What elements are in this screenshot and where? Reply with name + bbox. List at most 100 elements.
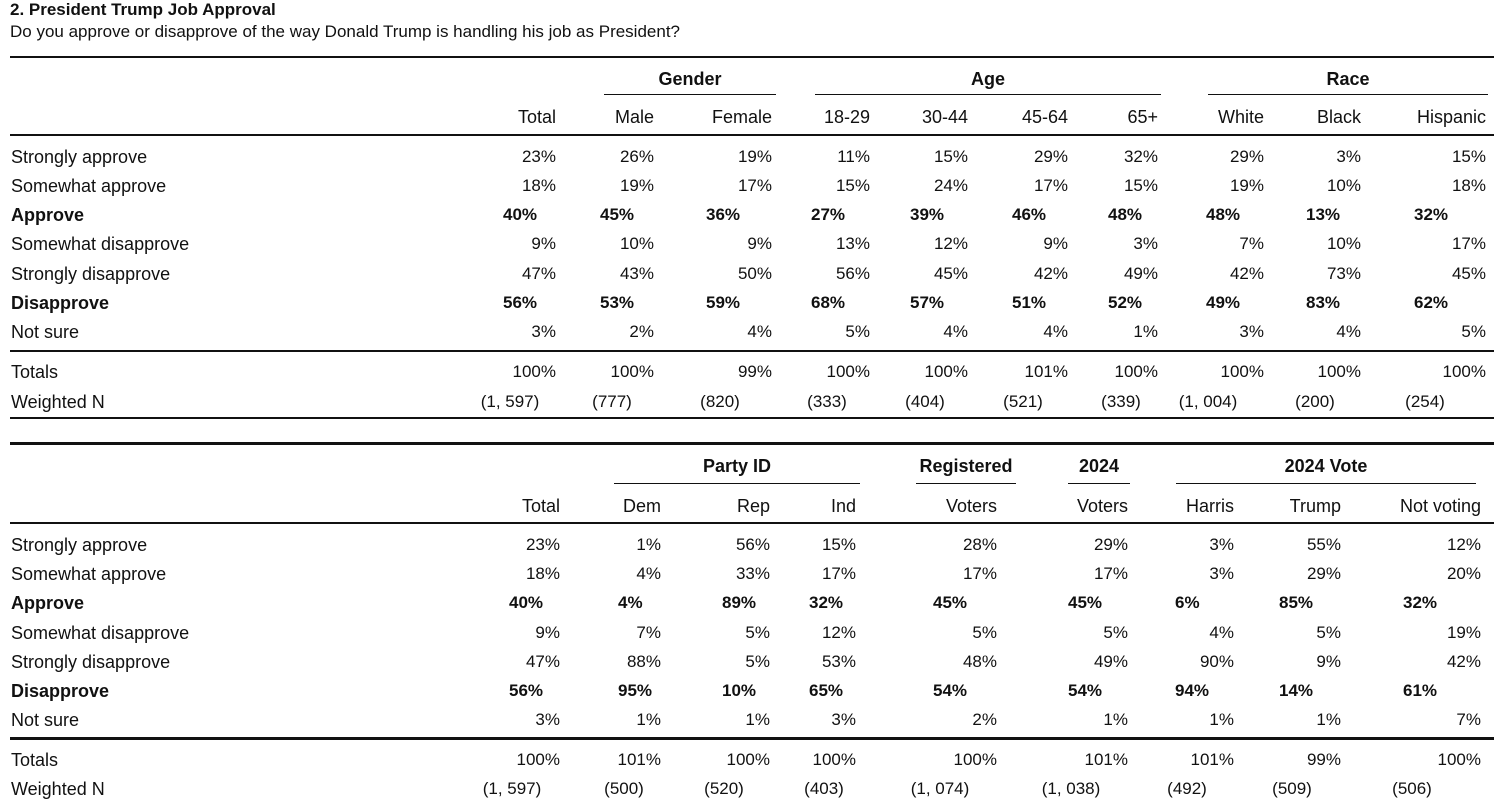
table-cell: 14% [1279, 681, 1314, 700]
table-cell: 18% [1451, 176, 1486, 195]
column-header: 30-44 [921, 107, 968, 127]
table-cell: 32% [809, 593, 844, 612]
table-cell: 83% [1306, 293, 1341, 312]
table-cell: 4% [1043, 322, 1068, 341]
column-header: Voters [1076, 496, 1128, 516]
table-cell: 5% [972, 623, 997, 642]
table-cell: 47% [525, 652, 560, 671]
row-label: Strongly disapprove [11, 652, 171, 672]
table-cell: 1% [636, 710, 661, 729]
column-header: 65+ [1127, 107, 1158, 127]
weighted-n-cell: (333) [807, 392, 847, 411]
row-label: Somewhat disapprove [11, 623, 190, 643]
table-cell: 12% [1446, 535, 1481, 554]
table-cell: 42% [1229, 264, 1264, 283]
table-cell: 94% [1175, 681, 1210, 700]
row-label: Strongly disapprove [11, 264, 171, 284]
table-rule [10, 134, 1494, 136]
table-cell: 50% [737, 264, 772, 283]
weighted-n-cell: (492) [1167, 779, 1207, 798]
table-cell: 12% [821, 623, 856, 642]
table-cell: 1% [745, 710, 770, 729]
totals-cell: 100% [1114, 362, 1158, 381]
table-cell: 9% [747, 234, 772, 253]
table-cell: 42% [1446, 652, 1481, 671]
table-cell: 32% [1414, 205, 1449, 224]
page-title: 2. President Trump Job Approval [10, 0, 276, 19]
table-cell: 17% [962, 564, 997, 583]
table-cell: 45% [933, 264, 968, 283]
table-cell: 45% [933, 593, 968, 612]
table-cell: 19% [737, 147, 772, 166]
table-cell: 15% [1123, 176, 1158, 195]
weighted-n-label: Weighted N [11, 392, 105, 412]
totals-cell: 101% [617, 750, 661, 769]
table-cell: 23% [525, 535, 560, 554]
table-cell: 4% [1209, 623, 1234, 642]
table-cell: 23% [521, 147, 556, 166]
table-cell: 13% [1306, 205, 1341, 224]
column-header: 18-29 [823, 107, 870, 127]
table-cell: 1% [1103, 710, 1128, 729]
table-cell: 3% [831, 710, 856, 729]
table-cell: 27% [811, 205, 846, 224]
table-cell: 89% [722, 593, 757, 612]
weighted-n-cell: (404) [905, 392, 945, 411]
table-cell: 4% [1336, 322, 1361, 341]
weighted-n-cell: (520) [704, 779, 744, 798]
table-cell: 6% [1175, 593, 1200, 612]
table-cell: 73% [1326, 264, 1361, 283]
totals-cell: 100% [610, 362, 654, 381]
table-cell: 29% [1093, 535, 1128, 554]
row-label: Somewhat disapprove [11, 234, 190, 254]
table-cell: 9% [1316, 652, 1341, 671]
table-cell: 5% [745, 652, 770, 671]
table-rule [10, 522, 1494, 524]
row-label: Strongly approve [11, 535, 148, 555]
table-cell: 53% [821, 652, 856, 671]
table-cell: 51% [1012, 293, 1047, 312]
totals-cell: 100% [826, 362, 870, 381]
row-label: Not sure [11, 710, 80, 730]
table-cell: 88% [626, 652, 661, 671]
table-cell: 1% [1133, 322, 1158, 341]
table-cell: 40% [509, 593, 544, 612]
table-cell: 9% [531, 234, 556, 253]
table-cell: 4% [747, 322, 772, 341]
weighted-n-cell: (521) [1003, 392, 1043, 411]
table-cell: 39% [910, 205, 945, 224]
row-label: Disapprove [11, 681, 110, 701]
table-cell: 32% [1123, 147, 1158, 166]
weighted-n-cell: (1, 597) [482, 779, 542, 798]
weighted-n-cell: (1, 597) [480, 392, 540, 411]
table-cell: 3% [1209, 535, 1234, 554]
table-cell: 62% [1414, 293, 1449, 312]
totals-cell: 100% [516, 750, 560, 769]
table-cell: 5% [745, 623, 770, 642]
table-cell: 26% [619, 147, 654, 166]
table-cell: 48% [1108, 205, 1143, 224]
table-cell: 5% [845, 322, 870, 341]
column-header: Trump [1289, 496, 1341, 516]
table-cell: 29% [1229, 147, 1264, 166]
table-cell: 55% [1306, 535, 1341, 554]
table-rule [10, 737, 1494, 740]
table-cell: 49% [1093, 652, 1128, 671]
column-header: Male [614, 107, 654, 127]
table-cell: 9% [1043, 234, 1068, 253]
table-cell: 1% [1209, 710, 1234, 729]
question-text: Do you approve or disapprove of the way … [10, 22, 680, 41]
table-cell: 56% [503, 293, 538, 312]
table-cell: 7% [636, 623, 661, 642]
table-cell: 1% [1316, 710, 1341, 729]
row-label: Approve [11, 205, 85, 225]
column-header: Rep [736, 496, 770, 516]
table-cell: 56% [735, 535, 770, 554]
totals-cell: 101% [1084, 750, 1128, 769]
table-cell: 90% [1199, 652, 1234, 671]
column-header: Total [517, 107, 556, 127]
weighted-n-cell: (403) [804, 779, 844, 798]
group-header: Gender [658, 69, 722, 89]
totals-cell: 100% [1437, 750, 1481, 769]
totals-cell: 101% [1190, 750, 1234, 769]
